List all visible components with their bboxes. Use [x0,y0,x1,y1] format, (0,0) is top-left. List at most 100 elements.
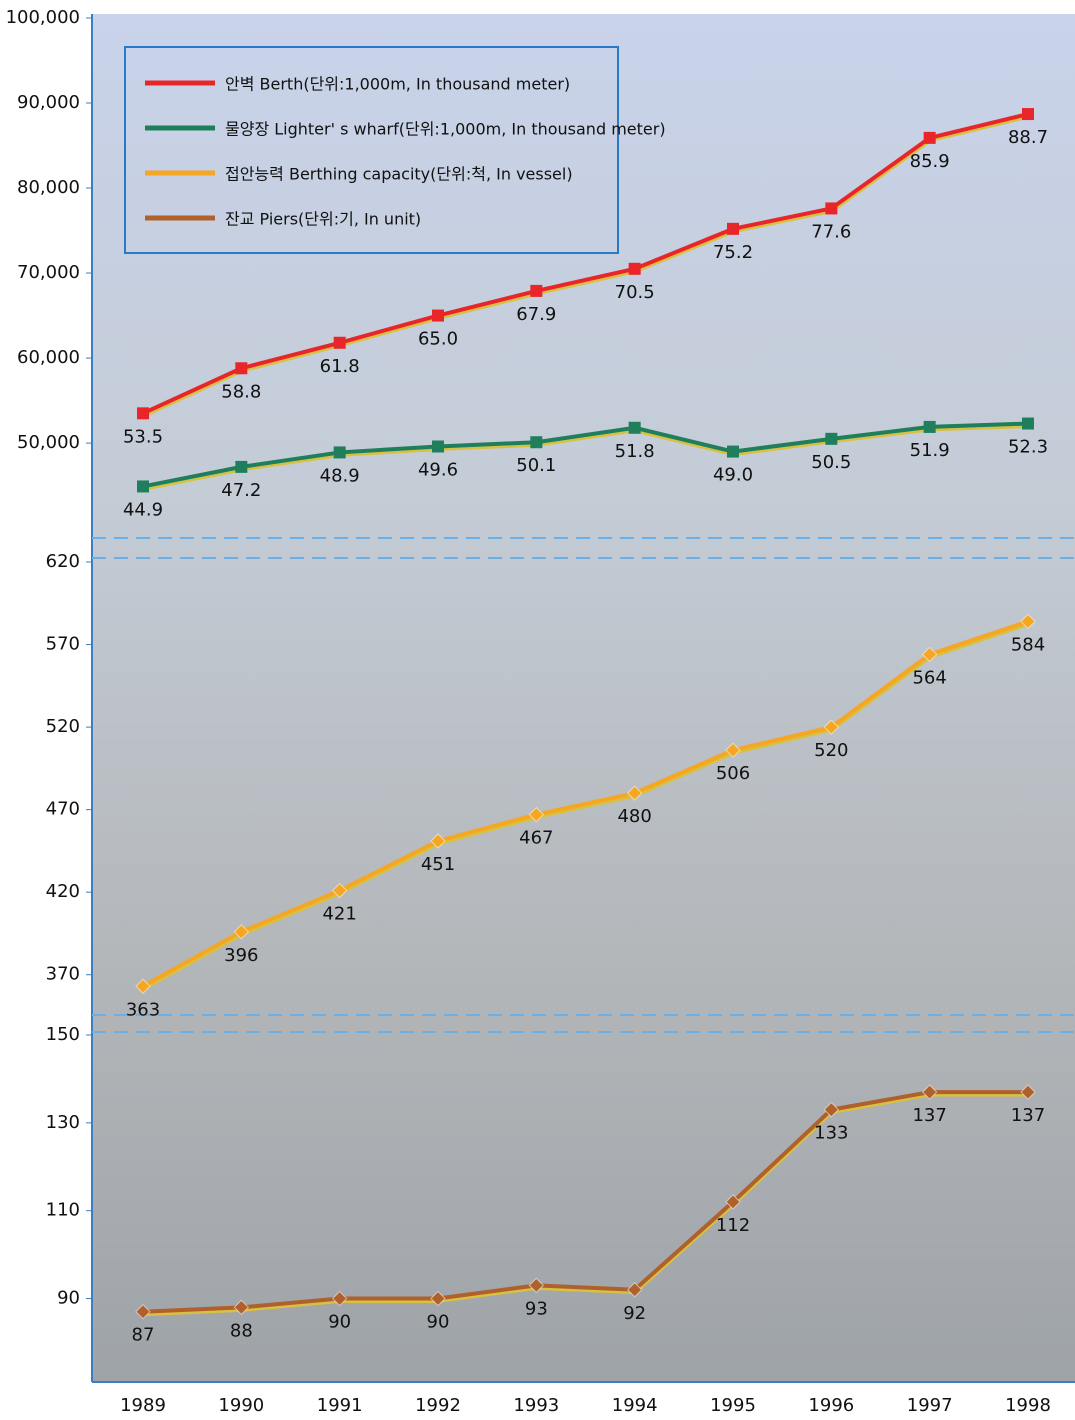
point [432,440,444,453]
data-label: 58.8 [221,381,261,402]
point [528,1277,545,1294]
point [430,833,446,849]
data-label: 584 [1011,634,1045,655]
data-label: 67.9 [516,304,556,325]
data-label: 51.9 [910,440,950,461]
point [137,407,149,420]
data-label: 88 [230,1320,253,1341]
point [923,420,936,433]
y-tick-label: 370 [46,964,80,985]
data-label: 506 [716,763,750,784]
point [432,309,444,322]
legend-label: 접안능력 Berthing capacity(단위:척, In vessel) [225,165,573,184]
x-tick-label: 1991 [317,1395,363,1416]
y-tick-label: 90 [57,1288,80,1309]
data-label: 520 [814,740,848,761]
point [626,785,643,801]
data-label: 85.9 [910,151,950,172]
series-line [142,619,1029,989]
y-tick-label: 130 [46,1112,80,1133]
data-label: 87 [132,1325,155,1346]
data-label: 53.5 [123,426,163,447]
point [1022,108,1034,121]
point [1020,613,1036,630]
legend-box [124,46,619,254]
data-label: 44.9 [123,499,163,520]
x-tick-label: 1995 [710,1395,756,1416]
legend-label: 잔교 Piers(단위:기, In unit) [225,210,421,229]
point [626,1282,643,1298]
point [628,262,641,275]
point [233,1299,250,1316]
legend-label: 물양장 Lighter' s wharf(단위:1,000m, In thous… [225,120,666,139]
point [825,432,838,445]
data-label: 467 [519,828,553,849]
x-tick-label: 1992 [415,1395,461,1416]
y-tick-label: 100,000 [6,7,80,28]
x-tick-label: 1993 [513,1395,559,1416]
series-line [142,112,1029,416]
x-tick-label: 1989 [120,1395,166,1416]
point [727,222,739,235]
plot-background [92,14,1075,1382]
y-tick-label: 520 [46,716,80,737]
point [1020,1084,1036,1100]
point [331,882,348,899]
data-label: 50.1 [516,455,556,476]
y-tick-label: 470 [46,799,80,820]
point [1022,417,1034,430]
point [233,924,250,940]
data-label: 50.5 [811,452,851,473]
data-label: 90 [328,1312,351,1333]
data-label: 49.0 [713,465,753,486]
x-tick-label: 1994 [612,1395,658,1416]
point [135,978,151,994]
data-label: 70.5 [615,282,655,303]
data-label: 137 [1011,1105,1045,1126]
point [727,445,739,458]
point [725,742,741,758]
y-tick-label: 420 [46,881,80,902]
data-label: 421 [322,904,356,925]
x-tick-label: 1998 [1005,1395,1051,1416]
data-label: 92 [623,1303,646,1324]
data-label: 396 [224,945,258,966]
data-label: 77.6 [811,221,851,242]
y-tick-label: 90,000 [17,92,80,113]
point [135,1304,151,1320]
data-label: 137 [912,1105,946,1126]
data-label: 61.8 [320,356,360,377]
point [528,806,545,823]
data-label: 363 [126,999,160,1020]
data-label: 52.3 [1008,437,1048,458]
data-label: 51.8 [615,441,655,462]
point [137,480,149,493]
series-line [142,1090,1028,1314]
point [331,1290,348,1307]
y-tick-label: 620 [46,551,80,572]
point [530,284,543,297]
data-label: 93 [525,1298,548,1319]
x-tick-label: 1990 [218,1395,264,1416]
data-label: 90 [427,1312,450,1333]
data-label: 112 [716,1215,750,1236]
point [628,421,641,434]
y-tick-label: 80,000 [17,177,80,198]
point [923,131,936,144]
point [235,460,248,473]
point [823,719,840,735]
point [430,1290,446,1307]
data-label: 88.7 [1008,127,1048,148]
point [825,202,838,215]
data-label: 564 [912,667,946,688]
x-tick-label: 1997 [907,1395,953,1416]
data-label: 47.2 [221,480,261,501]
data-label: 133 [814,1123,848,1144]
y-tick-label: 70,000 [17,262,80,283]
point [725,1194,741,1210]
y-tick-label: 110 [46,1200,80,1221]
data-label: 480 [617,806,651,827]
point [921,646,938,663]
series-line [142,421,1029,489]
